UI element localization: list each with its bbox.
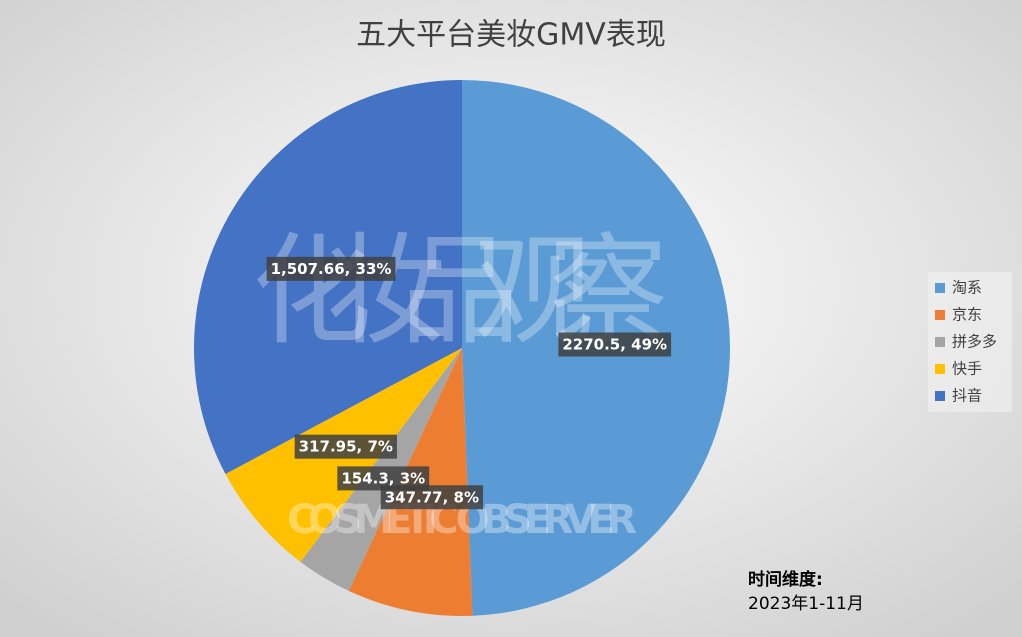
legend-label: 京东 xyxy=(952,306,982,324)
data-label: 317.95, 7% xyxy=(299,438,393,456)
data-label: 1,507.66, 33% xyxy=(271,260,392,278)
legend-label: 抖音 xyxy=(952,387,982,405)
data-label: 154.3, 3% xyxy=(341,469,425,487)
annotation-text: 2023年1-11月 xyxy=(748,594,864,614)
data-label: 347.77, 8% xyxy=(385,488,479,506)
data-label-box xyxy=(266,256,396,281)
data-label-box xyxy=(294,434,397,459)
legend-swatch xyxy=(935,310,945,320)
data-label: 2270.5, 49% xyxy=(562,336,667,354)
legend-swatch xyxy=(935,364,945,374)
legend-label: 快手 xyxy=(952,360,982,378)
data-labels: 2270.5, 49% 347.77, 8%154.3, 3% 317.95, 7%… xyxy=(266,256,672,510)
legend-swatch xyxy=(935,283,945,293)
annotation-title: 时间维度: xyxy=(748,569,823,590)
legend-label: 淘系 xyxy=(952,279,982,297)
legend-swatch xyxy=(935,337,945,347)
legend-label: 拼多多 xyxy=(952,333,997,351)
data-label-box xyxy=(558,332,672,357)
data-label-box xyxy=(337,466,430,491)
legend-swatch xyxy=(935,391,945,401)
chart-title: 五大平台美妆GMV表现 xyxy=(356,18,666,53)
